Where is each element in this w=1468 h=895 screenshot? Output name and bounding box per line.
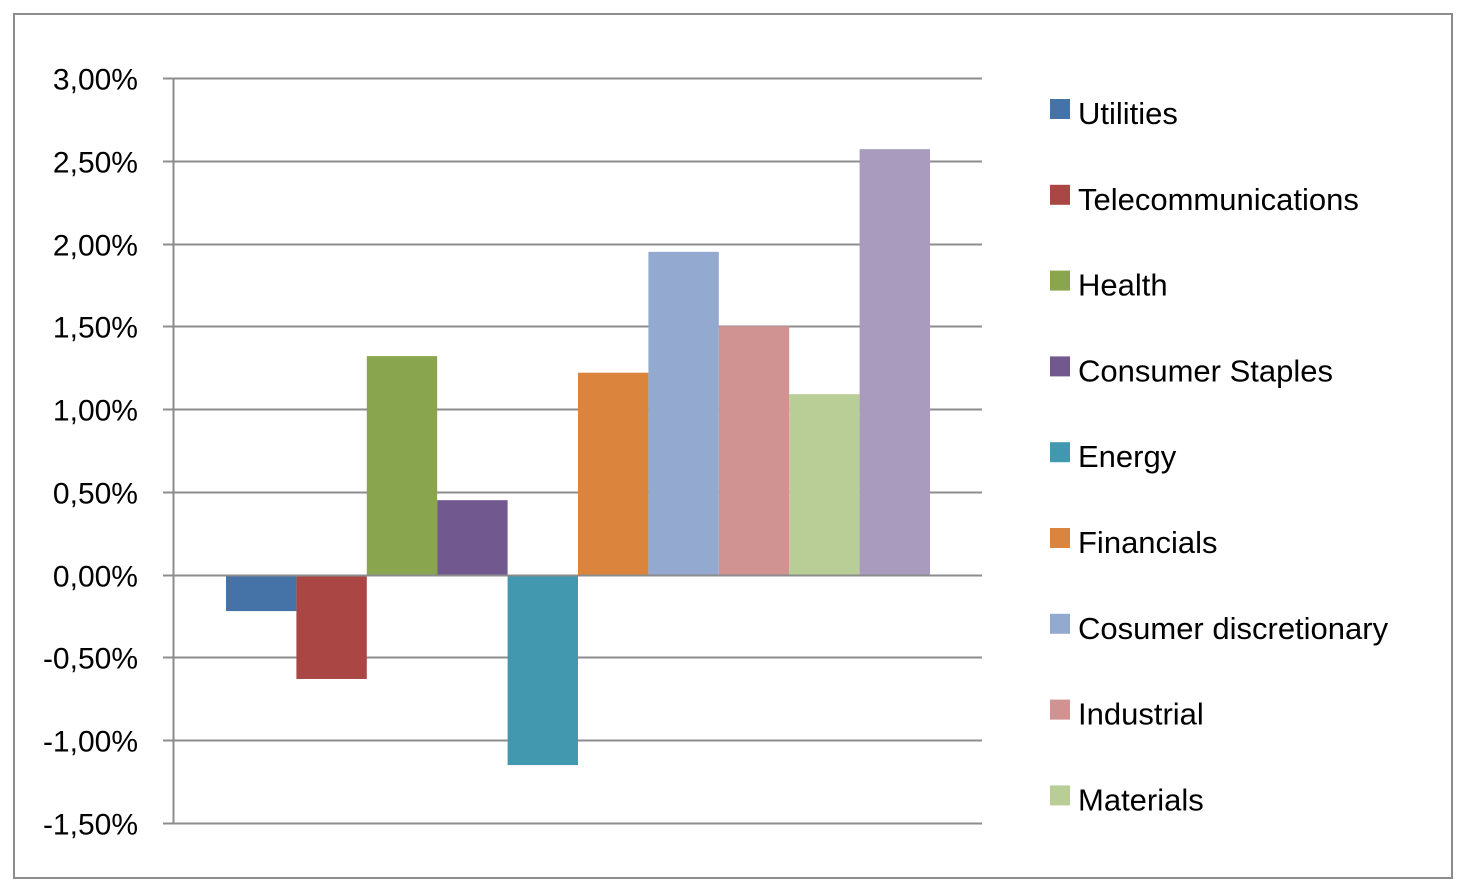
y-tick-label: -1,50% [43, 809, 138, 842]
legend-label: Cosumer discretionary [1078, 611, 1389, 646]
bar [578, 372, 649, 575]
legend-label: Financials [1078, 525, 1218, 560]
bar [789, 394, 860, 575]
legend-label: Health [1078, 268, 1168, 303]
legend-swatch [1050, 99, 1070, 119]
legend-swatch [1050, 528, 1070, 548]
bar [226, 574, 297, 612]
y-tick-label: 0,00% [53, 561, 138, 594]
bar [507, 574, 578, 766]
y-tick-label: 1,50% [53, 312, 138, 345]
legend-label: Energy [1078, 439, 1177, 474]
y-tick-label: 2,50% [53, 147, 138, 180]
bars [173, 149, 982, 766]
legend: Utilities Telecommunications Health Consume… [1050, 96, 1389, 817]
legend-swatch [1050, 785, 1070, 806]
bar [296, 574, 367, 679]
legend-swatch [1050, 184, 1070, 205]
y-tick-label: -1,00% [43, 726, 138, 759]
y-tick-label: -0,50% [43, 643, 138, 676]
bar [859, 149, 930, 575]
legend-swatch [1050, 699, 1070, 720]
legend-swatch [1050, 442, 1070, 463]
legend-label: Telecommunications [1078, 182, 1359, 217]
bar [718, 326, 790, 575]
y-axis: 3,00% 2,50% 2,00% 1,50% 1,00% 0,50% 0,00% -0,50… [43, 64, 175, 842]
legend-label: Industrial [1078, 697, 1204, 732]
bar [437, 500, 508, 575]
legend-label: Consumer Staples [1078, 353, 1333, 388]
y-tick-label: 2,00% [53, 230, 138, 263]
legend-swatch [1050, 270, 1070, 291]
legend-swatch [1050, 356, 1070, 377]
y-tick-label: 3,00% [53, 64, 138, 97]
bar [648, 251, 719, 575]
legend-label: Utilities [1078, 96, 1178, 131]
y-tick-label: 1,00% [53, 395, 138, 428]
legend-swatch [1050, 613, 1070, 634]
bar [366, 356, 438, 575]
legend-label: Materials [1078, 782, 1204, 817]
y-tick-label: 0,50% [53, 478, 138, 511]
